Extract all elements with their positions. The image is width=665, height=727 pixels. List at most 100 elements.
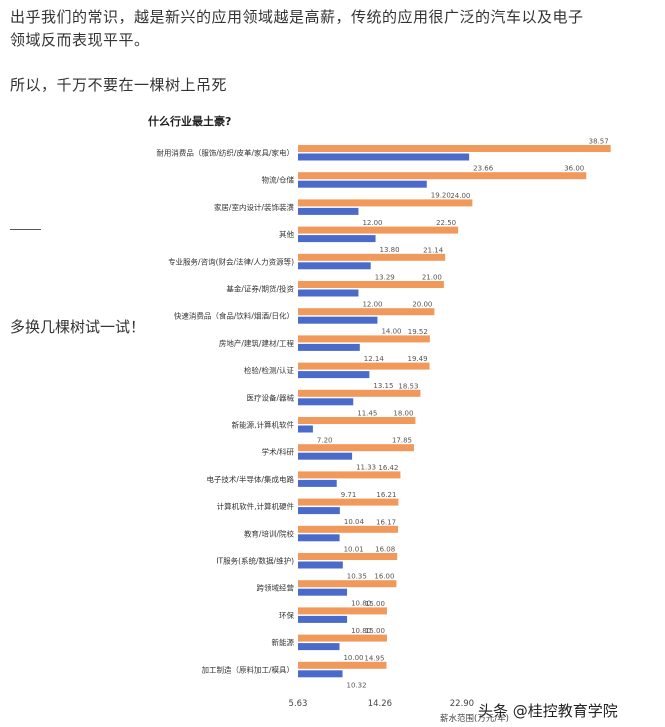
category-label: 家居/室内设计/装饰装潢 [214, 202, 295, 212]
category-label: 房地产/建筑/建材/工程 [219, 338, 295, 348]
category-label: 物流/仓储 [261, 175, 294, 185]
data-label: 23.66 [473, 165, 494, 173]
data-label: 9.71 [341, 491, 357, 499]
data-label: 10.04 [344, 518, 365, 526]
category-label: 学术/科研 [261, 447, 294, 457]
bar-orange [298, 281, 444, 288]
category-label: 教育/培训/院校 [244, 528, 295, 538]
bar-blue [298, 235, 376, 243]
bar-orange [298, 362, 430, 370]
bar-blue [298, 479, 337, 487]
bar-blue [298, 180, 427, 188]
data-label: 16.21 [376, 491, 396, 499]
data-label: 10.80 [351, 627, 371, 635]
bar-blue [298, 425, 313, 433]
data-label: 16.08 [375, 546, 395, 554]
data-label: 18.53 [398, 382, 418, 390]
bar-orange [298, 607, 387, 615]
bar-blue [298, 343, 360, 351]
bar-orange [298, 580, 397, 588]
data-label: 18.00 [393, 410, 413, 418]
bar-orange [298, 634, 387, 642]
bar-blue [298, 561, 343, 569]
bar-orange [298, 444, 414, 452]
x-tick-label: 22.90 [450, 699, 474, 709]
category-label: 新能源 [272, 637, 295, 647]
data-label: 14.95 [364, 654, 384, 662]
data-label: 10.80 [351, 600, 371, 608]
bar-blue [298, 588, 348, 596]
category-label: 新能源,计算机软件 [232, 420, 295, 430]
bar-blue [298, 289, 359, 297]
data-label: 7.20 [317, 437, 333, 445]
data-label: 17.85 [392, 437, 412, 445]
bar-blue [298, 371, 370, 379]
category-label: 耐用消费品（服饰/纺织/皮革/家具/家电） [156, 148, 294, 158]
bar-blue [298, 316, 378, 324]
bar-orange [298, 498, 399, 506]
bar-blue [298, 643, 340, 651]
data-label: 10.00 [343, 654, 363, 662]
data-label: 21.14 [423, 246, 444, 254]
data-label: 24.00 [450, 192, 470, 200]
bars-group: 耐用消费品（服饰/纺织/皮革/家具/家电） 38.57 23.66 物流/仓储 36.0… [156, 138, 611, 689]
data-label: 22.50 [436, 219, 456, 227]
category-label: 检验/检测/认证 [244, 365, 295, 375]
bar-blue [298, 452, 353, 460]
data-label: 13.80 [380, 246, 400, 254]
bar-orange [298, 308, 435, 316]
data-label: 16.17 [376, 518, 396, 526]
bar-orange [298, 335, 430, 343]
data-label: 38.57 [589, 138, 609, 146]
side-caption: 多换几棵树试一试！ [10, 318, 146, 336]
data-label: 15.00 [365, 600, 385, 608]
x-axis: 5.63 14.26 22.90 [289, 699, 475, 709]
category-label: IT服务(系统/数据/维护) [216, 556, 294, 566]
bar-orange [298, 172, 587, 180]
data-label: 19.20 [431, 192, 451, 200]
category-label: 电子技术/半导体/集成电路 [206, 474, 294, 484]
paragraph-line-1: 出乎我们的常识，越是新兴的应用领域越是高薪，传统的应用很广泛的汽车以及电子 [10, 8, 584, 26]
bar-blue [298, 507, 340, 515]
bar-orange [298, 525, 399, 533]
bar-orange [298, 471, 401, 479]
data-label: 16.42 [378, 464, 398, 472]
data-label: 10.35 [347, 573, 367, 581]
x-axis-label: 薪水范围(万元/年) [440, 713, 509, 724]
data-label: 36.00 [564, 165, 584, 173]
bar-orange [298, 199, 473, 207]
category-label: 环保 [279, 611, 294, 620]
bar-orange [298, 417, 416, 424]
data-label: 12.00 [362, 301, 382, 309]
bar-orange [298, 553, 398, 560]
bar-blue [298, 398, 354, 406]
data-label: 12.00 [362, 219, 382, 227]
bar-blue [298, 615, 348, 623]
x-tick-label: 5.63 [289, 699, 308, 709]
bar-orange [298, 253, 446, 261]
data-label: 10.32 [347, 681, 367, 689]
chart-title: 什么行业最土豪? [148, 114, 231, 128]
bar-blue [298, 153, 470, 161]
x-tick-label: 14.26 [368, 699, 392, 709]
bar-blue [298, 262, 371, 270]
data-label: 10.01 [344, 545, 364, 553]
category-label: 其他 [279, 229, 294, 239]
data-label: 21.00 [422, 274, 442, 282]
category-label: 基金/证券/期货/投资 [226, 284, 294, 294]
data-label: 13.29 [375, 273, 395, 281]
paragraph-line-2: 领域反而表现平平。 [10, 31, 150, 49]
bar-orange [298, 661, 387, 669]
data-label: 19.49 [408, 355, 428, 363]
data-label: 11.45 [357, 409, 377, 417]
category-label: 医疗设备/器械 [246, 392, 294, 402]
category-label: 加工制造（原料加工/模具） [201, 664, 294, 674]
bar-blue [298, 534, 340, 542]
data-label: 14.00 [381, 328, 401, 336]
bar-orange [298, 145, 611, 152]
bar-blue [298, 670, 343, 678]
bar-blue [298, 207, 359, 215]
data-label: 11.33 [356, 464, 376, 472]
category-label: 计算机软件,计算机硬件 [217, 501, 295, 511]
